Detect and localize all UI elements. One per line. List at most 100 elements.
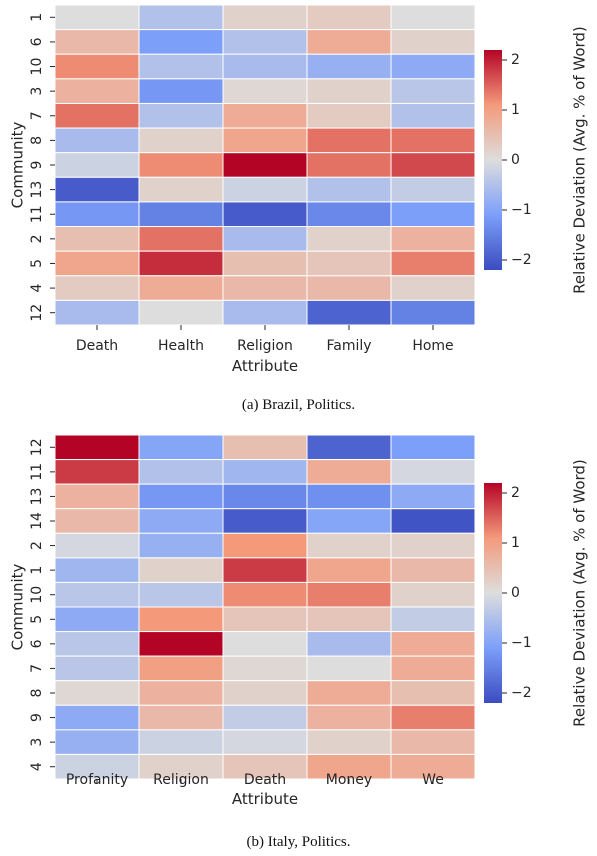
heatmap-cell-brazil-11-home xyxy=(390,201,476,228)
y-tick-label-brazil-2: 2 xyxy=(29,234,45,243)
heatmap-cell-brazil-1-religion xyxy=(222,4,308,31)
heatmap-cell-brazil-4-home xyxy=(390,275,476,301)
heatmap-cell-brazil-10-health xyxy=(138,53,224,80)
heatmap-cell-brazil-11-family xyxy=(306,201,392,228)
y-tick-label-italy-8: 8 xyxy=(29,689,45,698)
heatmap-cell-italy-13-money xyxy=(306,483,392,510)
heatmap-cell-italy-5-religion xyxy=(138,606,224,633)
x-tick-label-death: Death xyxy=(76,338,118,354)
heatmap-cell-italy-11-money xyxy=(306,459,392,485)
heatmap-cell-brazil-4-death xyxy=(54,275,140,301)
colorbar-tick-label: 2 xyxy=(511,52,520,68)
heatmap-cell-brazil-10-religion xyxy=(222,53,308,80)
heatmap-cell-italy-6-profanity xyxy=(54,631,140,657)
heatmap-cell-italy-1-profanity xyxy=(54,557,140,583)
heatmap-cell-italy-3-we xyxy=(390,729,476,755)
heatmap-cell-italy-12-death xyxy=(222,434,308,461)
heatmap-cell-italy-5-we xyxy=(390,606,476,633)
heatmap-cell-brazil-1-home xyxy=(390,4,476,31)
y-axis-title: Community xyxy=(9,121,27,208)
colorbar xyxy=(484,50,502,270)
y-tick-label-italy-11: 11 xyxy=(29,463,45,481)
heatmap-cell-italy-3-death xyxy=(222,729,308,755)
heatmap-cell-brazil-6-health xyxy=(138,29,224,55)
heatmap-cell-italy-9-money xyxy=(306,704,392,731)
heatmap-cell-brazil-10-home xyxy=(390,53,476,80)
y-tick-label-italy-6: 6 xyxy=(29,639,45,648)
y-tick-label-brazil-9: 9 xyxy=(29,161,45,170)
heatmap-cell-italy-13-profanity xyxy=(54,483,140,510)
heatmap-cell-brazil-2-death xyxy=(54,226,140,252)
heatmap-cell-brazil-4-family xyxy=(306,275,392,301)
heatmap-cell-italy-8-death xyxy=(222,680,308,706)
y-tick-label-italy-3: 3 xyxy=(29,738,45,747)
heatmap-cell-italy-6-we xyxy=(390,631,476,657)
heatmap-cell-italy-2-money xyxy=(306,532,392,559)
heatmap-cell-brazil-9-family xyxy=(306,152,392,178)
heatmap-cell-brazil-6-family xyxy=(306,29,392,55)
y-tick-label-italy-13: 13 xyxy=(29,488,45,506)
heatmap-cell-brazil-12-religion xyxy=(222,299,308,326)
heatmap-cell-italy-10-we xyxy=(390,581,476,608)
heatmap-cell-brazil-13-death xyxy=(54,176,140,203)
colorbar-tick-label: 1 xyxy=(511,535,520,551)
heatmap-cell-italy-9-profanity xyxy=(54,704,140,731)
heatmap-cell-italy-10-profanity xyxy=(54,581,140,608)
heatmap-cell-italy-11-profanity xyxy=(54,459,140,485)
heatmap-cell-brazil-5-family xyxy=(306,250,392,277)
colorbar-tick-label: −1 xyxy=(511,635,532,651)
heatmap-cell-brazil-6-home xyxy=(390,29,476,55)
y-tick-label-brazil-12: 12 xyxy=(29,304,45,322)
colorbar xyxy=(484,483,502,703)
heatmap-cell-brazil-7-family xyxy=(306,102,392,129)
heatmap-cell-italy-5-profanity xyxy=(54,606,140,633)
heatmap-cell-brazil-3-religion xyxy=(222,78,308,104)
heatmap-cell-brazil-8-family xyxy=(306,127,392,154)
y-tick-label-italy-2: 2 xyxy=(29,541,45,550)
heatmap-cell-italy-13-death xyxy=(222,483,308,510)
y-tick-label-italy-4: 4 xyxy=(29,762,45,771)
heatmap-cell-italy-7-death xyxy=(222,655,308,682)
heatmap-cell-brazil-13-home xyxy=(390,176,476,203)
y-tick-label-brazil-6: 6 xyxy=(29,37,45,46)
heatmap-cell-brazil-9-death xyxy=(54,152,140,178)
heatmap-cell-italy-1-money xyxy=(306,557,392,583)
heatmap-cell-brazil-5-health xyxy=(138,250,224,277)
heatmap-cell-brazil-11-death xyxy=(54,201,140,228)
heatmap-cell-brazil-9-health xyxy=(138,152,224,178)
heatmap-cell-italy-4-death xyxy=(222,753,308,780)
x-tick-label-family: Family xyxy=(326,338,371,354)
y-axis-title: Community xyxy=(9,563,27,650)
heatmap-cell-italy-13-religion xyxy=(138,483,224,510)
heatmap-cell-italy-11-we xyxy=(390,459,476,485)
heatmap-cell-brazil-8-home xyxy=(390,127,476,154)
x-tick-label-death: Death xyxy=(244,772,286,788)
heatmap-cell-brazil-3-health xyxy=(138,78,224,104)
y-tick-label-italy-1: 1 xyxy=(29,566,45,575)
heatmap-cell-italy-9-religion xyxy=(138,704,224,731)
heatmap-cell-brazil-13-religion xyxy=(222,176,308,203)
y-tick-label-italy-7: 7 xyxy=(29,664,45,673)
y-tick-label-brazil-4: 4 xyxy=(29,284,45,293)
heatmap-cell-italy-14-money xyxy=(306,508,392,534)
heatmap-cell-italy-4-religion xyxy=(138,753,224,780)
heatmap-cell-italy-9-we xyxy=(390,704,476,731)
heatmap-cell-italy-8-religion xyxy=(138,680,224,706)
heatmap-cell-italy-14-religion xyxy=(138,508,224,534)
heatmap-cell-brazil-8-health xyxy=(138,127,224,154)
heatmap-cell-italy-9-death xyxy=(222,704,308,731)
heatmap-cell-italy-6-religion xyxy=(138,631,224,657)
heatmap-cell-italy-14-death xyxy=(222,508,308,534)
heatmap-cell-italy-1-we xyxy=(390,557,476,583)
heatmap-cell-brazil-7-home xyxy=(390,102,476,129)
heatmap-cell-brazil-9-home xyxy=(390,152,476,178)
colorbar-tick-label: 0 xyxy=(511,585,520,601)
heatmap-cell-italy-13-we xyxy=(390,483,476,510)
heatmap-cell-brazil-8-death xyxy=(54,127,140,154)
x-tick-label-home: Home xyxy=(412,338,453,354)
heatmap-cell-brazil-3-family xyxy=(306,78,392,104)
heatmap-cell-italy-8-we xyxy=(390,680,476,706)
heatmap-cell-italy-2-profanity xyxy=(54,532,140,559)
heatmap-cell-italy-7-religion xyxy=(138,655,224,682)
heatmap-cell-brazil-7-religion xyxy=(222,102,308,129)
